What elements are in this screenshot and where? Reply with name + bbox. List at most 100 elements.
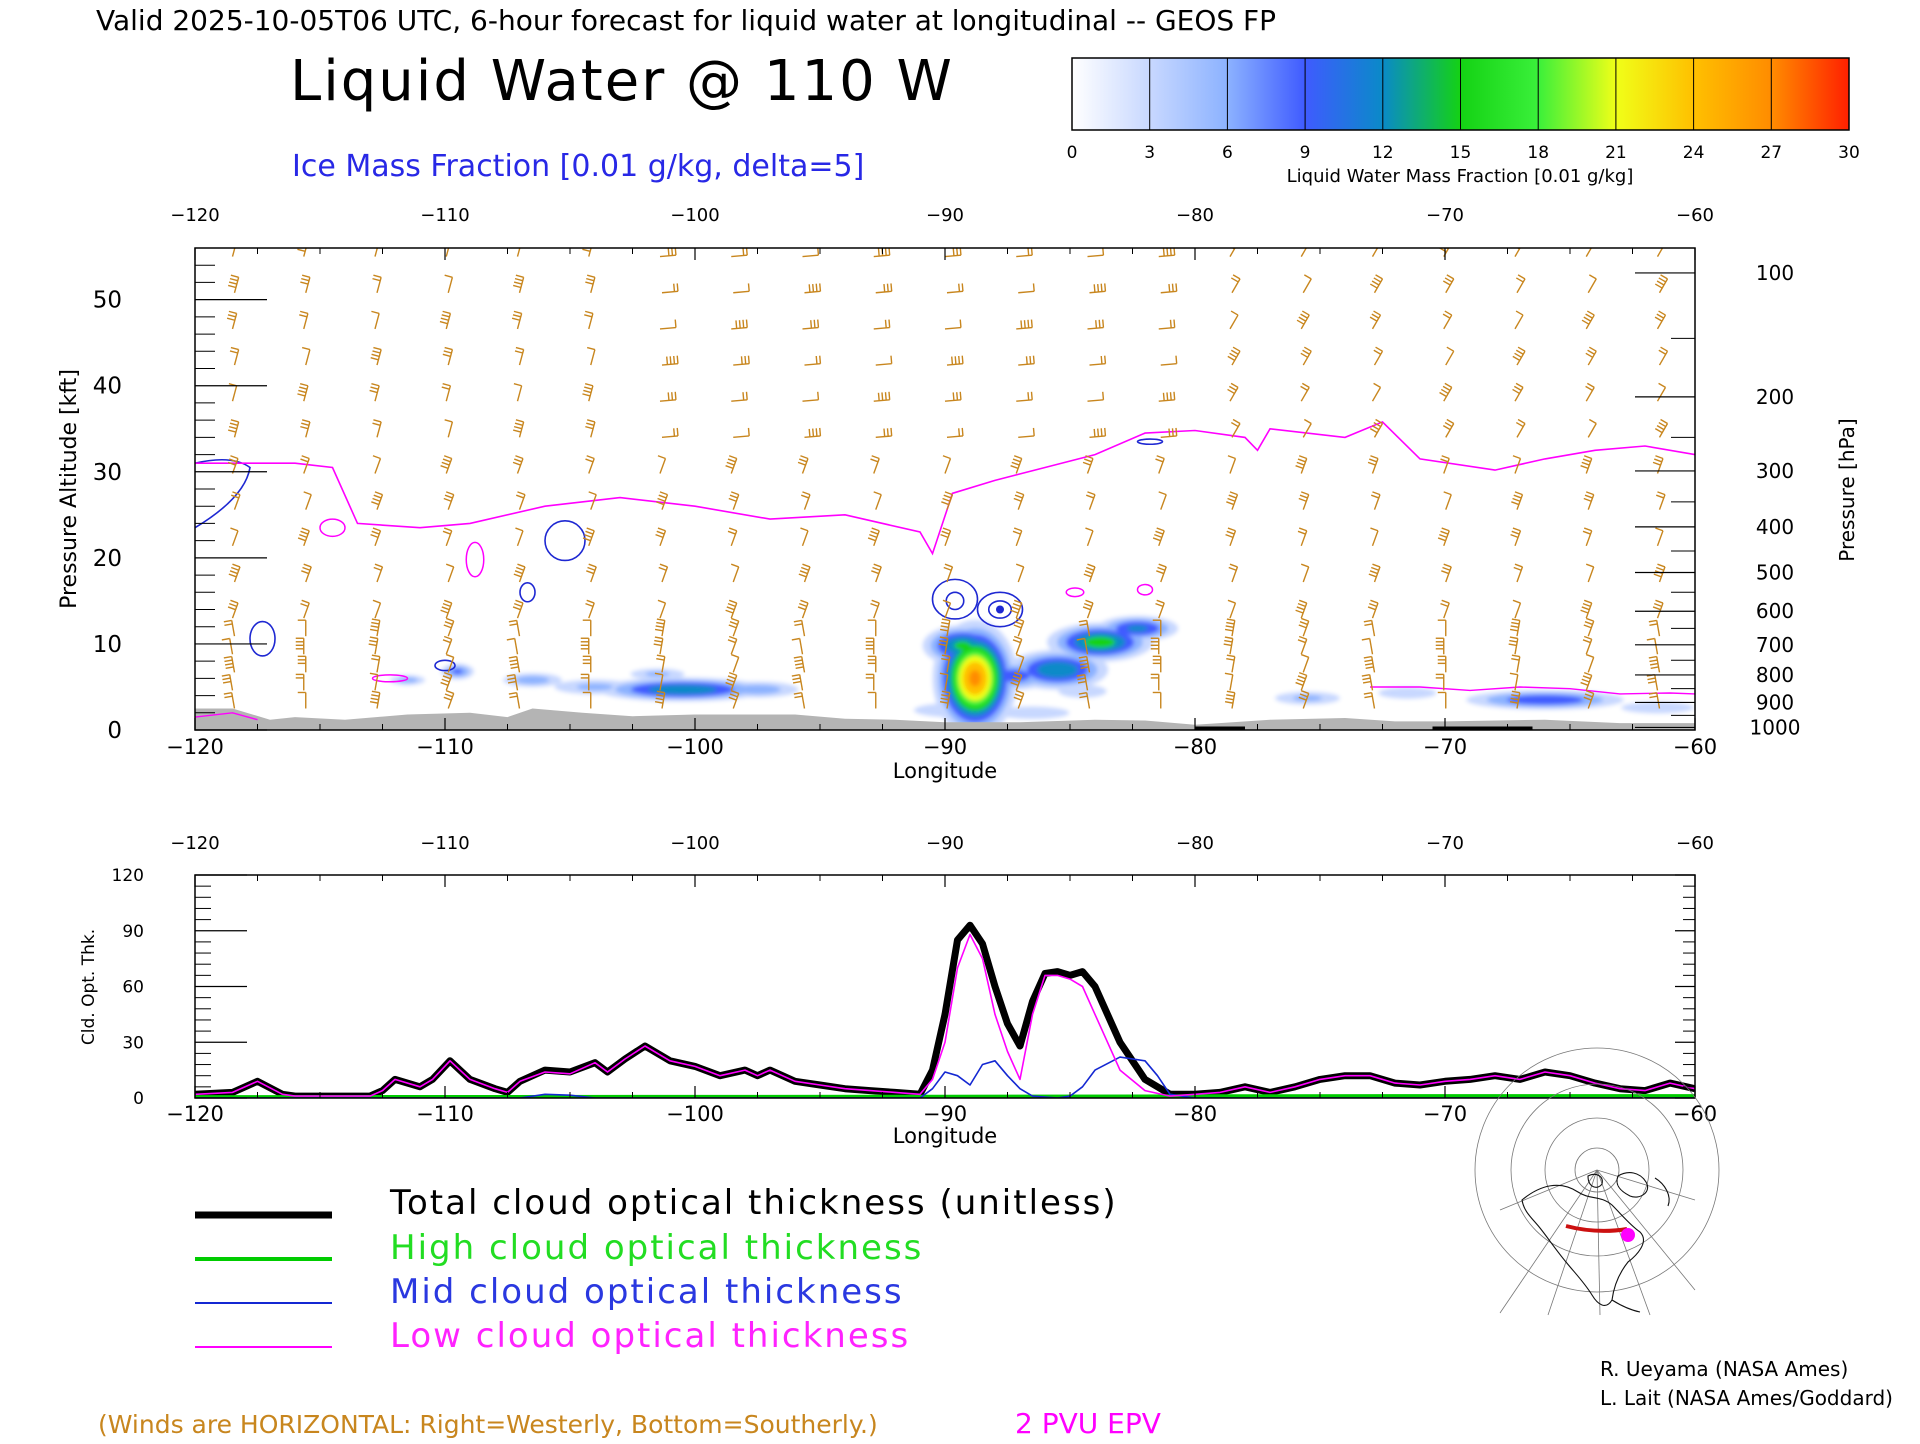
wind-barb — [1648, 619, 1661, 637]
wind-barb — [1370, 527, 1379, 547]
wind-barb — [1158, 319, 1176, 330]
wind-barb — [1018, 427, 1035, 439]
x-tick-label: −60 — [1673, 735, 1717, 759]
top-x-tick-label: −110 — [420, 205, 469, 226]
wind-barb — [508, 692, 521, 709]
wind-barb — [1656, 491, 1666, 510]
optical-thickness-background — [195, 875, 1695, 1098]
wind-barb — [1152, 527, 1165, 547]
wind-barb — [865, 637, 875, 655]
optical-thickness-plot: −120 −120 −110 −110 −100 −100 −90 −90 −80 −80 −70 −… — [79, 833, 1717, 1148]
optical-thickness-axis-label: Cld. Opt. Thk. — [79, 929, 99, 1045]
wind-barb — [585, 599, 595, 619]
epv-contour — [465, 541, 485, 578]
y-tick-label: 60 — [122, 978, 144, 998]
ice-contour — [519, 582, 536, 603]
wind-barb — [1150, 673, 1160, 691]
wind-barb — [513, 563, 526, 583]
wind-barb — [1297, 527, 1308, 547]
wind-barb — [1437, 619, 1447, 637]
wind-barb — [1363, 692, 1376, 709]
wind-barb — [1512, 382, 1524, 402]
wind-barb — [514, 346, 525, 366]
wind-barb — [939, 690, 951, 709]
wind-barb — [297, 691, 307, 709]
wind-barb — [944, 248, 962, 258]
wind-barb — [1230, 418, 1241, 438]
wind-barb — [867, 691, 877, 709]
wind-barb — [230, 527, 239, 547]
legend-label-low: Low cloud optical thickness — [390, 1316, 910, 1356]
wind-barb — [1227, 346, 1241, 366]
epv-note: 2 PVU EPV — [1015, 1407, 1161, 1440]
legend: Total cloud optical thickness (unitless)… — [195, 1183, 1116, 1356]
top-x-tick-label: −90 — [926, 833, 964, 854]
wind-barb — [1227, 455, 1237, 474]
wind-barb — [300, 274, 311, 293]
pressure-tick-label: 200 — [1756, 385, 1794, 409]
locator-coastlines — [1521, 1172, 1670, 1313]
wind-barb — [1015, 653, 1025, 673]
x-tick-label: −90 — [923, 735, 967, 759]
wind-barb — [946, 355, 964, 366]
top-x-tick-label: −100 — [670, 205, 719, 226]
wind-barb — [1156, 563, 1167, 583]
wind-barb — [1580, 599, 1593, 619]
wind-barb — [1302, 418, 1312, 438]
liquid-water-cell — [1378, 687, 1437, 699]
wind-barb — [654, 618, 666, 637]
colorbar-tick-label: 30 — [1838, 143, 1860, 163]
liquid-water-cell — [969, 670, 981, 687]
wind-barb — [867, 619, 877, 637]
wind-barb — [1078, 619, 1091, 637]
wind-barb — [1369, 310, 1382, 330]
wind-barb — [1012, 635, 1023, 655]
pressure-tick-label: 500 — [1756, 560, 1794, 584]
wind-barb — [1373, 346, 1384, 366]
wind-barb — [372, 599, 382, 619]
wind-barb — [1580, 455, 1593, 474]
wind-barb — [661, 427, 679, 439]
ice-contour — [987, 600, 1013, 619]
wind-barb — [730, 563, 740, 583]
wind-barb — [867, 655, 877, 673]
wind-barb — [1367, 455, 1379, 474]
wind-barb — [1298, 491, 1310, 510]
wind-barb — [801, 491, 811, 510]
wind-barb — [445, 248, 450, 257]
wind-barb — [1583, 491, 1595, 510]
wind-barb — [1440, 455, 1450, 474]
wind-barb — [1226, 654, 1236, 673]
wind-barb — [1229, 310, 1239, 330]
wind-barb — [580, 673, 590, 691]
wind-barb — [442, 527, 453, 547]
wind-barb — [1296, 310, 1310, 330]
wind-barb — [295, 637, 305, 655]
wind-barb — [1646, 637, 1659, 655]
ice-contour — [249, 620, 276, 657]
wind-barb — [508, 655, 521, 673]
x-tick-label: −120 — [166, 1102, 224, 1126]
wind-barb — [223, 692, 236, 709]
wind-barb — [1581, 310, 1595, 330]
x-tick-label: −80 — [1173, 1102, 1217, 1126]
wind-barb — [793, 692, 806, 709]
colorbar-ticks: 0 3 6 9 12 15 18 21 24 27 30 — [1067, 143, 1860, 163]
wind-barb — [513, 383, 523, 402]
epv-contour — [371, 674, 409, 683]
wind-barb — [1648, 655, 1661, 673]
wind-barb — [875, 355, 893, 366]
wind-barb — [865, 673, 875, 691]
wind-barb — [1441, 563, 1452, 583]
x-tick-label: −120 — [166, 735, 224, 759]
wind-barb — [582, 619, 592, 637]
wind-barb — [657, 599, 667, 619]
wind-barb — [1512, 599, 1522, 619]
wind-barb — [299, 310, 309, 330]
wind-barb — [939, 672, 949, 691]
wind-barb — [797, 599, 809, 619]
wind-barb — [1295, 455, 1308, 474]
wind-barb — [227, 599, 239, 619]
pressure-tick-label: 800 — [1756, 663, 1794, 687]
wind-barb — [1654, 274, 1669, 294]
